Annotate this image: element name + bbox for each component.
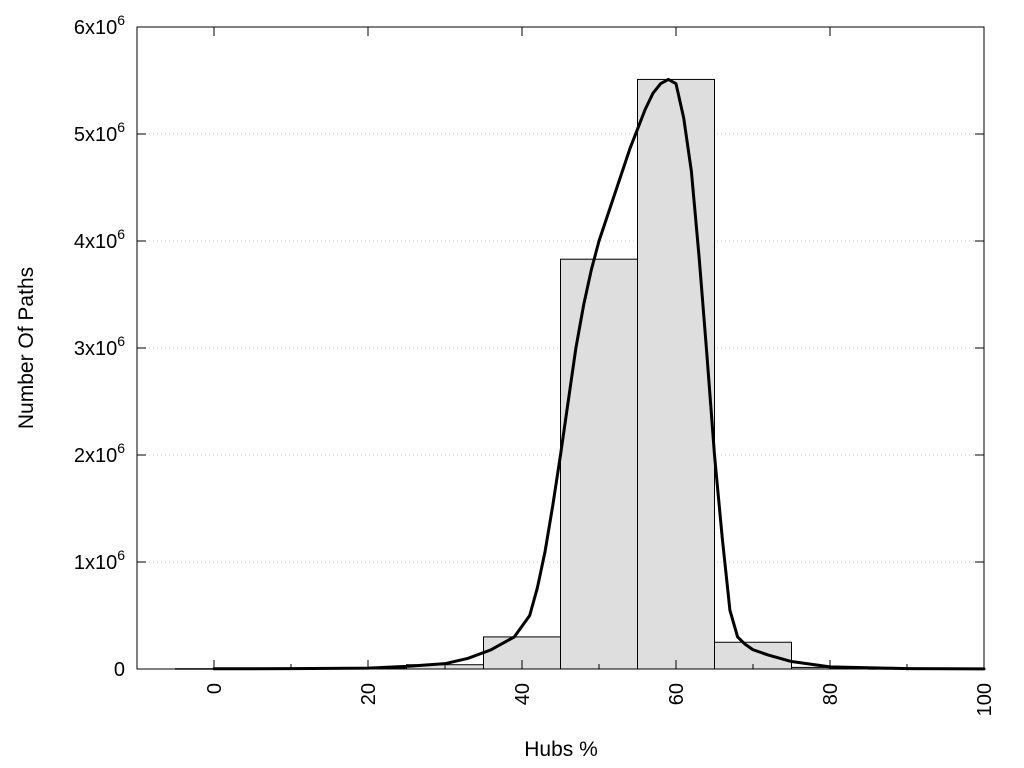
y-tick-label: 6x106	[74, 12, 125, 39]
x-tick-labels: 0 20 40 60 80 100	[204, 683, 996, 716]
y-tick-label: 1x106	[74, 547, 125, 574]
y-tick-label: 0	[114, 659, 125, 681]
y-tick-label: 5x106	[74, 119, 125, 146]
histogram-bar	[560, 258, 638, 670]
y-tick-label: 3x106	[74, 333, 125, 360]
x-tick-label: 100	[974, 683, 996, 716]
distribution-curve	[212, 77, 986, 671]
x-tick-label: 80	[820, 683, 842, 705]
y-tick-label: 2x106	[74, 440, 125, 467]
histogram-bar	[637, 78, 715, 670]
x-tick-label: 0	[204, 683, 226, 694]
fit-curve	[212, 77, 986, 671]
y-tick-labels: 0 1x106 2x106 3x106 4x106 5x106 6x106	[74, 12, 125, 681]
y-axis-label: Number Of Paths	[15, 267, 38, 429]
x-tick-label: 20	[358, 683, 380, 705]
x-axis-label: Hubs %	[524, 738, 598, 761]
y-tick-label: 4x106	[74, 226, 125, 253]
x-tick-label: 40	[512, 683, 534, 705]
x-tick-label: 60	[666, 683, 688, 705]
plot-frame	[136, 26, 985, 670]
histogram-bars	[175, 78, 946, 670]
